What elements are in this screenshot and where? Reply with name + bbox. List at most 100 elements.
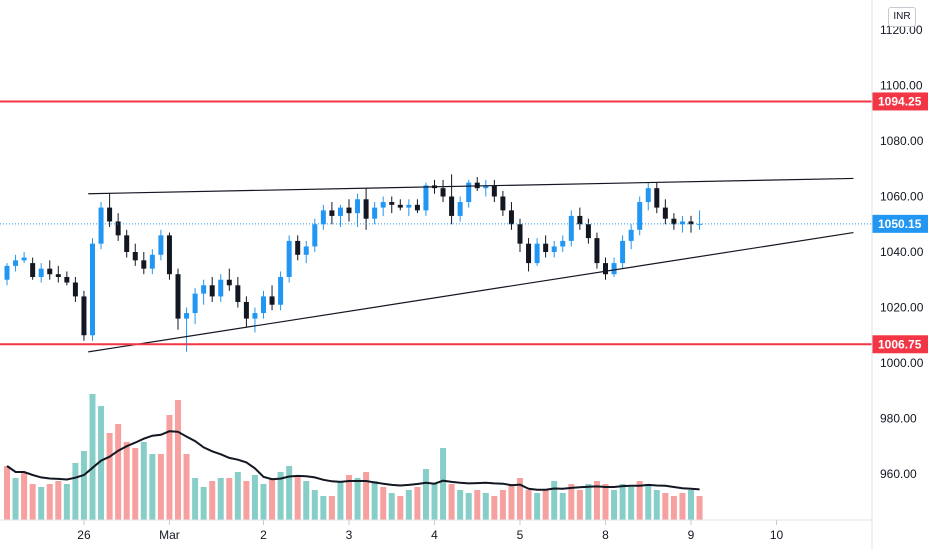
level-price-badge xyxy=(872,92,928,111)
candle-body xyxy=(21,257,27,261)
volume-bar xyxy=(653,490,660,520)
candle-body xyxy=(662,207,668,219)
volume-bar xyxy=(4,466,10,520)
volume-bar xyxy=(157,454,164,520)
candle xyxy=(620,235,626,269)
candle-body xyxy=(201,285,207,294)
candle-body xyxy=(4,265,10,280)
candle-body xyxy=(491,185,497,197)
candle xyxy=(628,224,634,250)
candle xyxy=(346,199,352,222)
volume-bar xyxy=(294,475,301,520)
volume-bar xyxy=(619,484,626,520)
volume-bar xyxy=(696,496,703,520)
candle xyxy=(278,271,284,311)
candle-body xyxy=(628,229,634,241)
candle xyxy=(603,257,608,280)
currency-button[interactable]: INR xyxy=(888,7,916,27)
candle-body xyxy=(149,254,155,269)
volume-bar xyxy=(542,490,549,520)
candle-body xyxy=(55,274,61,277)
current-price-badge xyxy=(872,214,928,233)
candle xyxy=(355,193,361,228)
candle-body xyxy=(243,301,249,319)
candle xyxy=(269,285,275,311)
current-price-label: 1050.15 xyxy=(878,217,922,231)
candle-body xyxy=(64,276,70,283)
candle xyxy=(491,179,497,203)
time-tick-label: 2 xyxy=(260,528,267,542)
volume-bar xyxy=(260,484,267,520)
candle xyxy=(218,274,224,302)
candle-body xyxy=(269,296,275,305)
candle-body xyxy=(30,263,36,277)
volume-bar xyxy=(21,472,28,520)
candle xyxy=(337,204,343,228)
candle-body xyxy=(286,240,292,277)
candle xyxy=(517,218,523,252)
candle xyxy=(645,182,651,211)
volume-bar xyxy=(551,481,558,520)
time-tick-label: 4 xyxy=(431,528,438,542)
volume-bar xyxy=(200,487,207,520)
price-tick-label: 1000.00 xyxy=(880,356,924,370)
volume-bar xyxy=(525,490,532,520)
candle-body xyxy=(363,199,369,219)
candle-body xyxy=(278,276,284,305)
candle xyxy=(312,218,318,252)
trendlines xyxy=(88,177,854,353)
volume-bar xyxy=(234,472,241,520)
candle-body xyxy=(645,188,651,203)
volume-bar xyxy=(482,493,489,520)
candle-body xyxy=(184,313,190,319)
candle xyxy=(141,252,147,275)
price-tick-label: 1060.00 xyxy=(880,190,924,204)
price-tick-label: 1040.00 xyxy=(880,245,924,259)
candle-body xyxy=(132,252,138,261)
candles xyxy=(4,174,703,352)
volume-bar xyxy=(371,481,378,520)
candle-body xyxy=(406,204,412,208)
volume-bar xyxy=(465,493,472,520)
candle xyxy=(449,174,455,225)
candle-body xyxy=(107,207,113,222)
volume-bar xyxy=(46,484,53,520)
candle xyxy=(55,265,61,283)
candle-body xyxy=(47,268,53,275)
candle xyxy=(611,257,617,277)
candle xyxy=(47,260,53,280)
candle xyxy=(166,232,172,280)
candle xyxy=(149,249,155,275)
volume-bar xyxy=(688,490,694,520)
candle xyxy=(158,229,164,261)
volume-bar xyxy=(149,454,156,520)
candle xyxy=(235,276,241,308)
candle xyxy=(594,232,600,269)
candle-body xyxy=(637,202,643,230)
volume-bar xyxy=(337,481,344,520)
candle xyxy=(380,196,386,216)
volume-bar xyxy=(192,478,199,520)
price-tick-label: 980.00 xyxy=(880,412,917,426)
candle xyxy=(466,179,472,208)
candle xyxy=(662,199,668,225)
candle-body xyxy=(568,215,574,241)
volume-bar xyxy=(251,475,258,520)
candle xyxy=(654,182,660,214)
candle xyxy=(90,238,95,341)
volume-bar xyxy=(123,442,130,520)
volume-bar xyxy=(576,490,583,520)
price-tick-label: 1020.00 xyxy=(880,301,924,315)
volume-bar xyxy=(226,478,233,520)
volume-bar xyxy=(55,481,62,520)
volume-bar xyxy=(568,484,575,520)
candle-body xyxy=(654,188,660,208)
candle xyxy=(500,190,506,216)
time-tick-label: 26 xyxy=(77,528,91,542)
volume-bar xyxy=(534,493,541,520)
candle-body xyxy=(577,215,583,225)
candle-body xyxy=(346,207,352,214)
candle-body xyxy=(81,296,87,336)
candle-body xyxy=(688,221,694,225)
